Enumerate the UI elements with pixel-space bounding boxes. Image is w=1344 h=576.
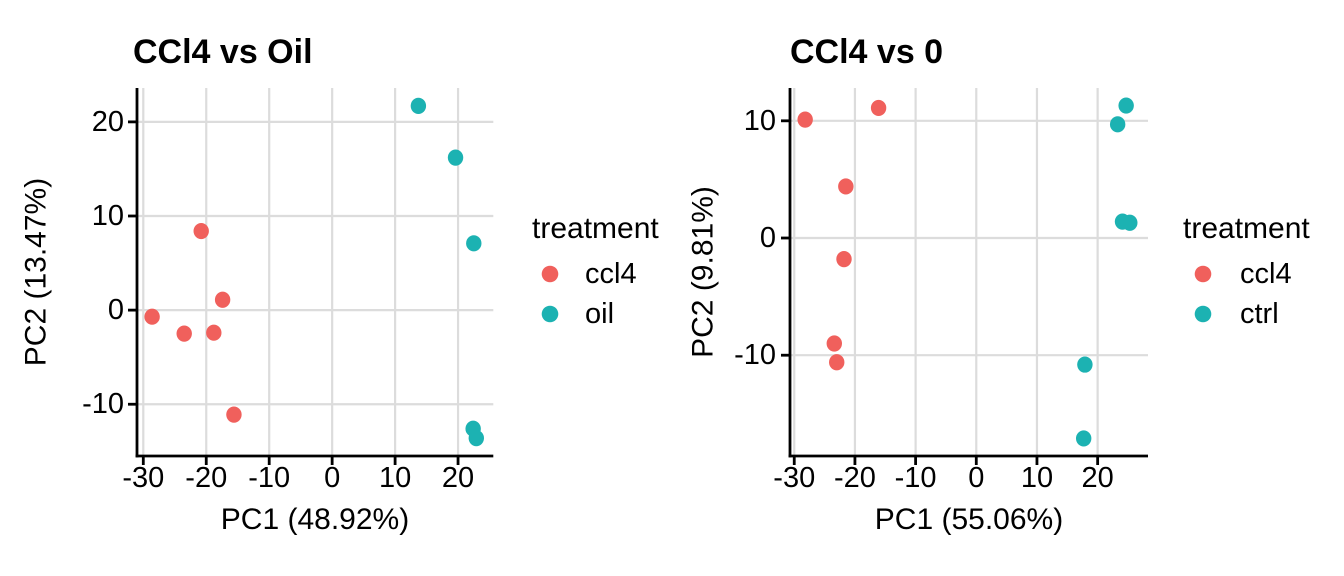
- y-tick-label: 10: [92, 200, 124, 232]
- x-axis-title: PC1 (55.06%): [875, 503, 1063, 536]
- chart-title: CCl4 vs Oil: [133, 33, 313, 71]
- pca-plot-ccl4-vs-oil-svg: -30 -20 -10 0 10 20 20 10 0 -10 CCl4 vs Oil PC1 (48…: [20, 33, 660, 536]
- y-axis-title: PC2 (13.47%): [20, 178, 53, 366]
- x-tick-label: -10: [248, 462, 290, 494]
- y-tick-label: 0: [108, 294, 124, 326]
- x-tick-label: 10: [1021, 462, 1053, 494]
- x-tick-label: 20: [1082, 462, 1114, 494]
- pca-plot-ccl4-vs-0: -30 -20 -10 0 10 20 10 0 -10 CCl4 vs 0 PC1 (55.06%…: [672, 0, 1344, 576]
- y-axis-title: PC2 (9.81%): [687, 186, 720, 358]
- legend-swatch-ccl4: [541, 265, 559, 283]
- data-point-oil: [466, 235, 482, 252]
- data-point-oil: [447, 149, 464, 166]
- legend-title: treatment: [1183, 212, 1310, 245]
- y-tick-label: 0: [760, 222, 776, 254]
- data-point-ccl4: [826, 335, 842, 352]
- data-point-ccl4: [226, 406, 242, 423]
- legend-swatch-ccl4: [1194, 265, 1212, 283]
- data-point-ccl4: [193, 222, 209, 240]
- legend-swatch-ctrl: [1194, 305, 1212, 323]
- legend-title: treatment: [532, 212, 659, 245]
- legend: treatment ccl4 oil: [532, 212, 659, 330]
- data-point-ccl4: [206, 324, 222, 341]
- data-point-ccl4: [838, 178, 854, 195]
- data-point-ctrl: [1122, 214, 1138, 231]
- x-tick-label: -10: [895, 462, 937, 494]
- legend: treatment ccl4 ctrl: [1183, 212, 1310, 330]
- data-point-ctrl: [1109, 116, 1126, 133]
- data-point-ctrl: [1118, 97, 1134, 114]
- data-point-ctrl: [1075, 430, 1092, 447]
- x-tick-label: -30: [773, 462, 815, 494]
- legend-swatch-oil: [541, 305, 559, 323]
- x-tick-label: 0: [968, 462, 984, 494]
- data-point-ctrl: [1077, 356, 1093, 373]
- data-point-ccl4: [829, 354, 845, 371]
- data-point-ccl4: [870, 99, 887, 117]
- chart-title: CCl4 vs 0: [790, 33, 943, 71]
- x-tick-label: -20: [185, 462, 227, 494]
- y-tick-label: -10: [734, 339, 776, 371]
- x-tick-label: 20: [442, 462, 474, 494]
- x-axis-title: PC1 (48.92%): [221, 503, 409, 536]
- data-point-ccl4: [797, 111, 813, 128]
- data-point-ccl4: [214, 291, 231, 308]
- x-tick-label: -30: [122, 462, 164, 494]
- data-point-ccl4: [144, 308, 160, 325]
- legend-label-ccl4: ccl4: [1240, 258, 1292, 290]
- x-tick-label: -20: [834, 462, 876, 494]
- pca-plot-ccl4-vs-oil: -30 -20 -10 0 10 20 20 10 0 -10 CCl4 vs Oil PC1 (48…: [20, 33, 660, 536]
- y-tick-label: 10: [744, 105, 776, 137]
- y-tick-label: 20: [92, 106, 124, 138]
- pca-plot-ccl4-vs-0-svg: -30 -20 -10 0 10 20 10 0 -10 CCl4 vs 0 PC1 (55.06%…: [687, 33, 1311, 536]
- data-point-ccl4: [176, 325, 192, 342]
- y-tick-label: -10: [82, 388, 124, 420]
- x-tick-label: 10: [379, 462, 411, 494]
- x-tick-label: 0: [324, 462, 340, 494]
- data-point-oil: [468, 430, 485, 447]
- legend-label-ccl4: ccl4: [585, 258, 637, 290]
- legend-label-oil: oil: [585, 298, 614, 330]
- data-point-ccl4: [836, 251, 852, 268]
- data-point-oil: [410, 97, 427, 114]
- legend-label-ctrl: ctrl: [1240, 298, 1279, 330]
